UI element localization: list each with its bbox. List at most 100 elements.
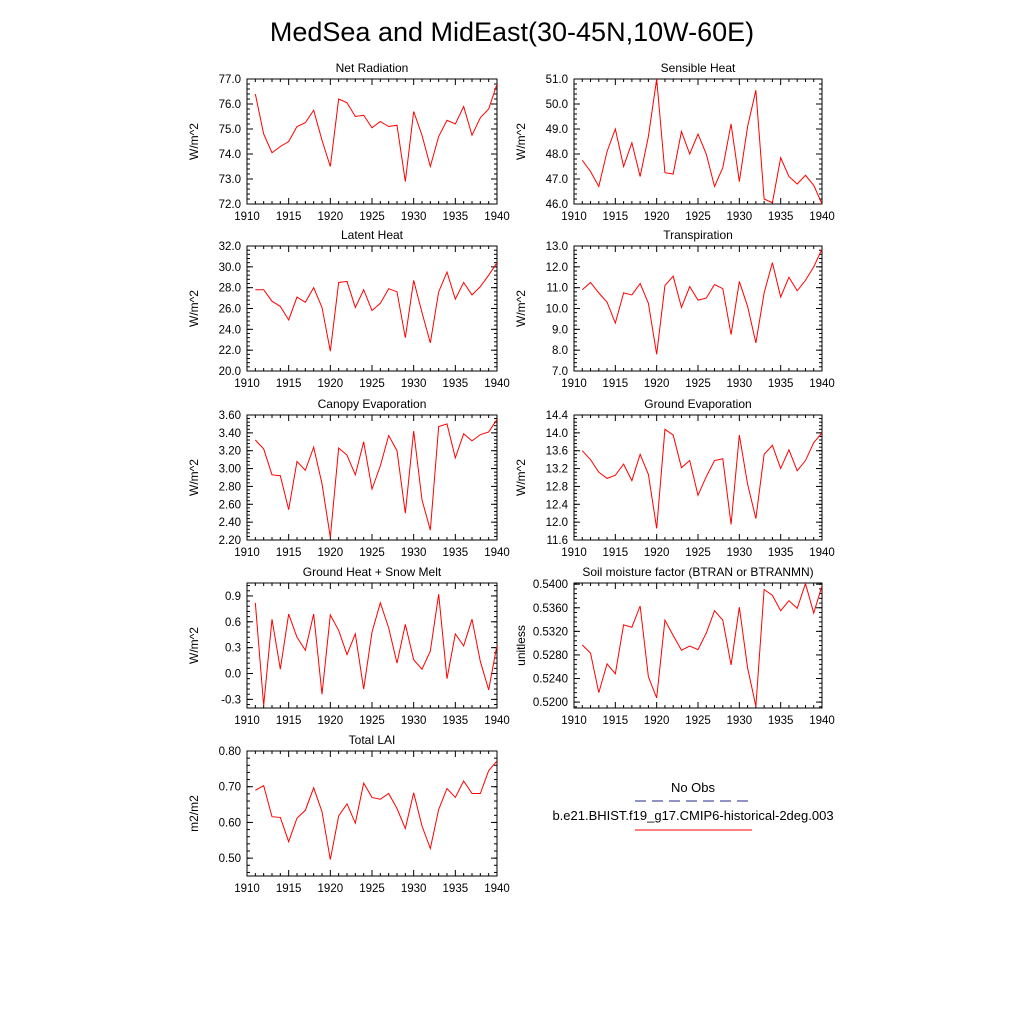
x-tick-label: 1930 [401, 547, 427, 559]
panel-latent-heat: Latent Heat W/m^2 1910 1915 1920 1925 1930 1935… [187, 228, 510, 390]
x-tick-label: 1915 [603, 211, 629, 223]
series-line [255, 760, 497, 860]
x-tick-label: 1910 [234, 715, 260, 727]
panel-title: Canopy Evaporation [318, 397, 427, 411]
y-tick-label: 75.0 [219, 124, 241, 136]
y-tick-label: 2.80 [219, 481, 241, 493]
legend-obs-label: No Obs [671, 780, 716, 795]
panel-title: Sensible Heat [661, 61, 736, 75]
x-tick-label: 1930 [401, 715, 427, 727]
x-tick-label: 1935 [443, 715, 469, 727]
x-tick-label: 1920 [644, 211, 670, 223]
y-tick-label: 20.0 [219, 366, 241, 378]
x-tick-label: 1940 [484, 883, 510, 895]
y-tick-label: 0.5320 [533, 626, 568, 638]
y-tick-label: 47.0 [546, 174, 568, 186]
panels: Net Radiation W/m^2 1910 1915 1920 1925 1930 19… [187, 61, 835, 895]
x-tick-label: 1930 [727, 211, 753, 223]
panel-title: Ground Evaporation [644, 397, 751, 411]
x-tick-label: 1935 [443, 883, 469, 895]
y-tick-label: 0.5400 [533, 579, 568, 591]
x-tick-label: 1910 [561, 211, 587, 223]
x-tick-label: 1930 [727, 378, 753, 390]
y-tick-label: 50.0 [546, 99, 568, 111]
x-tick-label: 1925 [359, 715, 385, 727]
y-tick-label: 13.6 [546, 446, 568, 458]
y-tick-label: 0.5360 [533, 603, 568, 615]
x-tick-label: 1940 [809, 211, 835, 223]
x-tick-label: 1930 [401, 883, 427, 895]
x-tick-label: 1920 [644, 715, 670, 727]
x-tick-label: 1930 [401, 378, 427, 390]
x-tick-label: 1940 [809, 547, 835, 559]
figure-title: MedSea and MidEast(30-45N,10W-60E) [270, 17, 754, 47]
y-tick-label: 0.5280 [533, 650, 568, 662]
legend: No Obs b.e21.BHIST.f19_g17.CMIP6-histori… [552, 780, 834, 831]
panel-ground-heat-snow-melt: Ground Heat + Snow Melt W/m^2 1910 1915 1920… [187, 565, 510, 727]
panel-title: Ground Heat + Snow Melt [303, 565, 442, 579]
x-tick-label: 1935 [443, 211, 469, 223]
x-tick-label: 1910 [234, 547, 260, 559]
x-tick-label: 1930 [727, 547, 753, 559]
panel-title: Latent Heat [341, 228, 404, 242]
x-tick-label: 1915 [603, 547, 629, 559]
panel-net-radiation: Net Radiation W/m^2 1910 1915 1920 1925 1930 19… [187, 61, 510, 223]
y-tick-label: 48.0 [546, 149, 568, 161]
y-tick-label: -0.3 [221, 694, 241, 706]
y-tick-label: 7.0 [552, 366, 568, 378]
y-tick-label: 74.0 [219, 149, 241, 161]
y-tick-label: 12.0 [546, 262, 568, 274]
y-tick-label: 8.0 [552, 345, 568, 357]
y-tick-label: 9.0 [552, 324, 568, 336]
y-tick-label: 30.0 [219, 262, 241, 274]
y-axis-label: W/m^2 [514, 290, 528, 327]
y-tick-label: 2.40 [219, 517, 241, 529]
x-tick-label: 1910 [561, 378, 587, 390]
y-axis-label: m2/m2 [187, 795, 201, 832]
y-tick-label: 12.4 [546, 499, 569, 511]
x-tick-label: 1915 [603, 378, 629, 390]
y-tick-label: 14.4 [546, 410, 569, 422]
x-tick-label: 1925 [685, 211, 711, 223]
x-tick-label: 1920 [644, 547, 670, 559]
x-tick-label: 1925 [685, 715, 711, 727]
y-tick-label: 32.0 [219, 241, 241, 253]
y-tick-label: 2.20 [219, 535, 241, 547]
y-tick-label: 11.6 [546, 535, 568, 547]
x-tick-label: 1915 [276, 715, 302, 727]
x-tick-label: 1935 [768, 715, 794, 727]
x-tick-label: 1940 [484, 211, 510, 223]
x-tick-label: 1910 [561, 715, 587, 727]
x-tick-label: 1940 [484, 547, 510, 559]
y-tick-label: 22.0 [219, 345, 241, 357]
x-tick-label: 1915 [603, 715, 629, 727]
x-tick-label: 1920 [318, 211, 344, 223]
x-tick-label: 1920 [318, 378, 344, 390]
y-tick-label: 2.60 [219, 499, 241, 511]
series-line [254, 83, 497, 182]
y-tick-label: 76.0 [219, 99, 241, 111]
x-tick-label: 1915 [276, 547, 302, 559]
x-tick-label: 1940 [484, 378, 510, 390]
x-tick-label: 1925 [359, 211, 385, 223]
x-tick-label: 1935 [768, 211, 794, 223]
x-tick-label: 1935 [443, 378, 469, 390]
series-line [255, 262, 497, 352]
y-tick-label: 12.8 [546, 481, 568, 493]
panel-title: Soil moisture factor (BTRAN or BTRANMN) [582, 565, 813, 579]
series-line [254, 419, 497, 538]
y-tick-label: 3.60 [219, 410, 241, 422]
y-tick-label: 11.0 [546, 283, 568, 295]
x-tick-label: 1910 [234, 883, 260, 895]
y-axis-label: W/m^2 [187, 290, 201, 327]
panel-title: Net Radiation [336, 61, 409, 75]
y-tick-label: 24.0 [219, 324, 241, 336]
y-tick-label: 10.0 [546, 304, 568, 316]
y-tick-label: 49.0 [546, 124, 568, 136]
y-axis-label: W/m^2 [187, 627, 201, 664]
x-tick-label: 1915 [276, 378, 302, 390]
y-tick-label: 73.0 [219, 174, 241, 186]
series-line [581, 583, 822, 707]
